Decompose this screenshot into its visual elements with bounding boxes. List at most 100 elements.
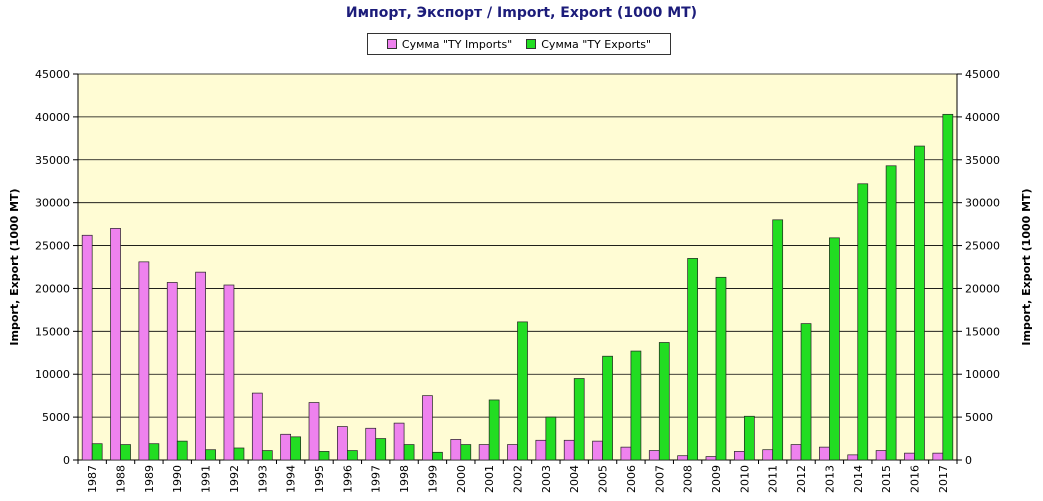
bar-exports: [687, 258, 698, 461]
bar-exports: [517, 321, 528, 461]
y-tick-label-left: 45000: [35, 68, 70, 81]
x-tick-label: 2007: [653, 465, 666, 493]
bar-imports: [450, 439, 462, 461]
y-tick-label-right: 45000: [965, 68, 1000, 81]
bar-imports: [308, 402, 320, 461]
x-tick-label: 2006: [625, 465, 638, 493]
x-tick-label: 2015: [880, 465, 893, 493]
x-tick-label: 2008: [682, 465, 695, 493]
y-tick-label-right: 40000: [965, 111, 1000, 124]
bar-exports: [715, 276, 727, 461]
legend-swatch-imports: [386, 39, 397, 49]
bar-imports: [110, 228, 121, 461]
x-tick-label: 2014: [852, 465, 865, 493]
x-tick-label: 1991: [200, 465, 213, 493]
bar-imports: [507, 444, 518, 461]
bar-imports: [847, 454, 859, 461]
bar-imports: [365, 427, 377, 461]
bar-imports: [733, 451, 745, 461]
x-tick-label: 1988: [115, 465, 128, 493]
y-tick-label-right: 35000: [965, 154, 1000, 167]
legend-swatch-exports: [526, 39, 537, 49]
bar-exports: [772, 219, 784, 461]
bar-exports: [120, 444, 131, 461]
x-tick-label: 1992: [228, 465, 241, 493]
y-tick-label-right: 0: [965, 454, 972, 467]
y-tick-label-right: 15000: [965, 325, 1000, 338]
bar-imports: [677, 455, 688, 461]
chart-title: Импорт, Экспорт / Import, Export (1000 M…: [345, 5, 698, 21]
x-tick-label: 2010: [738, 465, 751, 493]
bar-imports: [790, 444, 802, 461]
y-tick-label-right: 20000: [965, 282, 1000, 295]
x-tick-label: 1993: [256, 465, 269, 493]
bar-imports: [337, 426, 348, 461]
bar-imports: [620, 446, 632, 461]
bar-exports: [205, 449, 216, 461]
bar-exports: [857, 183, 869, 461]
bar-imports: [393, 422, 405, 461]
bar-exports: [914, 145, 925, 461]
bar-imports: [81, 234, 93, 461]
bar-imports: [563, 439, 575, 461]
bar-exports: [233, 447, 245, 461]
bar-imports: [195, 271, 206, 461]
legend-item-imports: Сумма "TY Imports": [386, 38, 512, 51]
x-tick-label: 1997: [370, 465, 383, 493]
bar-imports: [223, 284, 235, 461]
y-axis-label-left: Import, Export (1000 MT): [8, 188, 21, 345]
x-tick-label: 2002: [512, 465, 525, 493]
x-tick-label: 1999: [426, 465, 439, 493]
bar-imports: [251, 392, 263, 461]
bar-imports: [422, 395, 433, 461]
y-tick-label-left: 0: [63, 454, 70, 467]
bar-exports: [290, 436, 302, 461]
bar-imports: [478, 444, 490, 461]
bar-imports: [904, 452, 915, 461]
y-tick-label-left: 40000: [35, 111, 70, 124]
y-tick-label-right: 5000: [965, 411, 993, 424]
x-tick-label: 2005: [597, 465, 610, 493]
x-tick-label: 2013: [823, 465, 836, 493]
bar-exports: [885, 165, 897, 461]
bar-exports: [743, 415, 755, 461]
bar-exports: [91, 443, 103, 461]
bar-imports: [762, 449, 774, 461]
bar-imports: [932, 452, 944, 461]
y-tick-label-right: 10000: [965, 368, 1000, 381]
bar-exports: [829, 237, 840, 461]
y-tick-label-right: 25000: [965, 240, 1000, 253]
x-tick-label: 1994: [285, 465, 298, 493]
bar-exports: [375, 438, 387, 461]
bar-exports: [942, 113, 954, 461]
bar-exports: [347, 450, 358, 461]
bar-exports: [403, 444, 415, 461]
bar-exports: [488, 399, 500, 461]
y-tick-label-right: 30000: [965, 197, 1000, 210]
bar-exports: [630, 350, 642, 461]
y-tick-label-left: 15000: [35, 325, 70, 338]
x-tick-label: 2016: [908, 465, 921, 493]
x-tick-label: 1995: [313, 465, 326, 493]
y-tick-label-left: 5000: [42, 411, 70, 424]
bar-imports: [705, 456, 717, 461]
bar-imports: [166, 282, 178, 461]
bar-exports: [460, 444, 472, 461]
bar-exports: [318, 451, 330, 461]
x-tick-label: 2011: [767, 465, 780, 493]
bar-imports: [875, 450, 887, 461]
bar-imports: [280, 433, 292, 461]
bar-exports: [261, 450, 273, 461]
x-tick-label: 1990: [171, 465, 184, 493]
x-tick-label: 2003: [540, 465, 553, 493]
x-tick-label: 1996: [341, 465, 354, 493]
bar-exports: [658, 342, 670, 461]
legend-item-exports: Сумма "TY Exports": [526, 38, 651, 51]
chart-legend: Сумма "TY Imports" Сумма "TY Exports": [367, 33, 671, 55]
y-tick-label-left: 35000: [35, 154, 70, 167]
x-tick-label: 2000: [455, 465, 468, 493]
bar-imports: [819, 446, 830, 461]
bar-imports: [648, 450, 660, 461]
bar-imports: [592, 440, 603, 461]
